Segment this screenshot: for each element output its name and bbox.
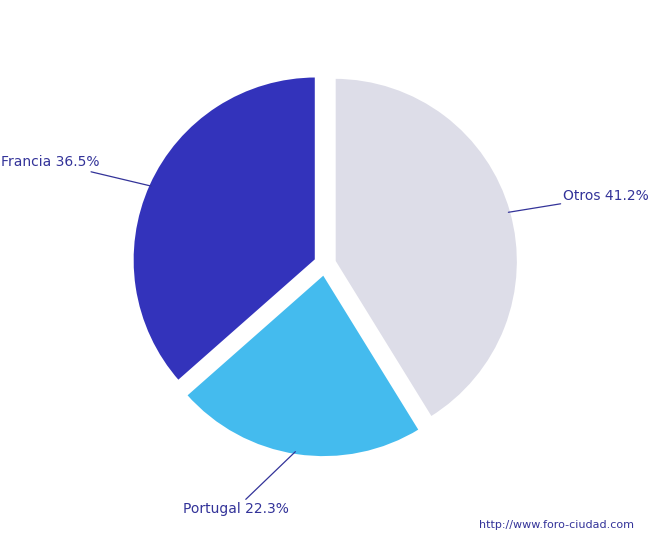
Text: Otros 41.2%: Otros 41.2% <box>508 189 649 212</box>
Text: San Muñoz - Turistas extranjeros según país - Abril de 2024: San Muñoz - Turistas extranjeros según p… <box>66 12 584 30</box>
Wedge shape <box>334 78 518 418</box>
Wedge shape <box>186 273 420 458</box>
Wedge shape <box>132 76 316 382</box>
Text: http://www.foro-ciudad.com: http://www.foro-ciudad.com <box>479 520 634 530</box>
Text: Portugal 22.3%: Portugal 22.3% <box>183 452 295 516</box>
Text: Francia 36.5%: Francia 36.5% <box>1 155 151 186</box>
